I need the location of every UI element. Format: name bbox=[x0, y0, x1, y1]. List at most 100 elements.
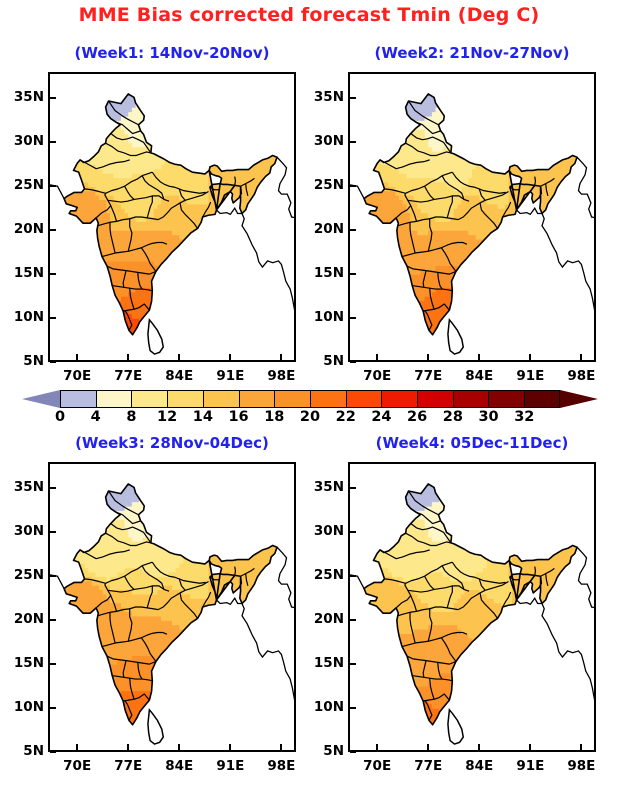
colorbar-tick-label: 16 bbox=[228, 409, 249, 425]
y-axis-tick-label: 25N bbox=[313, 567, 344, 584]
map-panel-week2[interactable] bbox=[348, 72, 596, 362]
map-panel-week1[interactable] bbox=[48, 72, 296, 362]
y-axis-tick bbox=[50, 707, 56, 710]
state-boundary bbox=[105, 142, 151, 157]
y-axis-tick bbox=[350, 619, 356, 622]
y-axis-tick bbox=[50, 575, 56, 578]
y-axis-tick-label: 10N bbox=[313, 699, 344, 716]
x-axis-tick bbox=[178, 744, 181, 750]
y-axis-tick-label: 35N bbox=[13, 479, 44, 496]
state-boundary bbox=[240, 177, 255, 187]
india-outline bbox=[63, 483, 278, 726]
map-panel-week4[interactable] bbox=[348, 462, 596, 752]
state-boundary bbox=[109, 612, 116, 644]
state-boundary bbox=[79, 159, 130, 170]
state-boundary bbox=[412, 674, 453, 682]
state-boundary bbox=[407, 195, 470, 203]
x-axis-tick bbox=[76, 354, 79, 360]
state-boundary bbox=[540, 177, 555, 187]
y-axis-tick-label: 10N bbox=[13, 699, 44, 716]
neighbour-coastline bbox=[541, 213, 596, 314]
x-axis-tick bbox=[580, 744, 583, 750]
x-axis-tick bbox=[127, 354, 130, 360]
colorbar-tick-label: 24 bbox=[371, 409, 392, 425]
state-boundary bbox=[437, 662, 443, 680]
state-boundary bbox=[129, 678, 135, 700]
state-boundary bbox=[457, 191, 509, 221]
y-axis-tick-label: 30N bbox=[13, 523, 44, 540]
x-axis-tick-label: 91E bbox=[216, 368, 245, 384]
state-boundary bbox=[151, 171, 206, 194]
colorbar-segment bbox=[345, 390, 382, 408]
map-panel-week3[interactable] bbox=[48, 462, 296, 752]
state-boundary bbox=[110, 205, 118, 222]
x-axis-tick bbox=[178, 354, 181, 360]
sri-lanka-outline bbox=[147, 317, 165, 355]
colorbar-tick-label: 20 bbox=[299, 409, 321, 425]
y-axis-tick bbox=[50, 317, 56, 320]
colorbar-under-arrow-icon bbox=[22, 390, 60, 408]
x-axis-tick-label: 91E bbox=[516, 368, 545, 384]
state-boundary bbox=[129, 288, 135, 310]
state-boundary bbox=[446, 195, 453, 219]
state-boundary bbox=[123, 700, 133, 721]
y-axis-tick-label: 20N bbox=[313, 221, 344, 238]
state-boundary bbox=[107, 585, 170, 593]
state-boundary bbox=[110, 133, 152, 154]
x-axis-tick bbox=[229, 744, 232, 750]
state-boundary bbox=[422, 660, 427, 678]
state-boundary bbox=[429, 288, 435, 310]
colorbar-tick-label: 26 bbox=[407, 409, 428, 425]
colorbar-tick-label: 28 bbox=[442, 409, 463, 425]
x-axis-tick-label: 91E bbox=[516, 758, 545, 774]
y-axis-tick-label: 15N bbox=[313, 655, 344, 672]
colorbar-tick-label: 30 bbox=[478, 409, 499, 425]
y-axis-tick-label: 15N bbox=[313, 265, 344, 282]
state-boundary bbox=[122, 270, 127, 288]
state-boundary bbox=[122, 660, 127, 678]
panel-title-week1: (Week1: 14Nov-20Nov) bbox=[74, 44, 270, 62]
temperature-field bbox=[64, 483, 278, 725]
state-boundary bbox=[101, 631, 168, 648]
y-axis-tick-label: 15N bbox=[13, 655, 44, 672]
neighbour-coastline bbox=[241, 603, 296, 704]
state-boundary bbox=[441, 175, 465, 200]
state-boundary bbox=[234, 176, 237, 186]
state-boundary bbox=[451, 171, 506, 194]
state-boundary bbox=[401, 631, 468, 648]
state-boundary bbox=[478, 578, 486, 591]
state-boundary bbox=[534, 176, 537, 186]
y-axis-tick bbox=[50, 229, 56, 232]
neighbour-coastline bbox=[516, 596, 543, 606]
y-axis-tick-label: 30N bbox=[313, 523, 344, 540]
state-boundary bbox=[423, 693, 450, 702]
state-boundary bbox=[108, 100, 139, 126]
state-boundary bbox=[140, 637, 157, 662]
state-boundary bbox=[422, 270, 427, 288]
state-boundary bbox=[105, 532, 151, 547]
neighbour-coastline bbox=[276, 546, 296, 609]
colorbar-segment bbox=[238, 390, 275, 408]
y-axis-tick bbox=[350, 141, 356, 144]
y-axis-tick-label: 20N bbox=[13, 221, 44, 238]
x-axis-tick-label: 98E bbox=[567, 758, 596, 774]
colorbar-segment bbox=[381, 390, 418, 408]
x-axis-tick bbox=[478, 354, 481, 360]
state-boundary bbox=[424, 575, 435, 590]
neighbour-coastline bbox=[576, 156, 596, 219]
state-boundary bbox=[440, 247, 457, 272]
x-axis-tick bbox=[229, 354, 232, 360]
colorbar-tick-label: 14 bbox=[192, 409, 213, 425]
state-boundary bbox=[84, 171, 153, 194]
x-axis-tick bbox=[529, 744, 532, 750]
state-boundary bbox=[127, 218, 133, 252]
colorbar-segment bbox=[274, 390, 310, 408]
state-boundary bbox=[534, 566, 537, 576]
state-boundary bbox=[409, 612, 416, 644]
state-boundary bbox=[427, 608, 433, 642]
state-boundary bbox=[405, 532, 451, 547]
x-axis-tick bbox=[427, 744, 430, 750]
neighbour-coastline bbox=[216, 206, 243, 216]
state-boundary bbox=[110, 523, 152, 544]
colorbar-segment bbox=[488, 390, 525, 408]
